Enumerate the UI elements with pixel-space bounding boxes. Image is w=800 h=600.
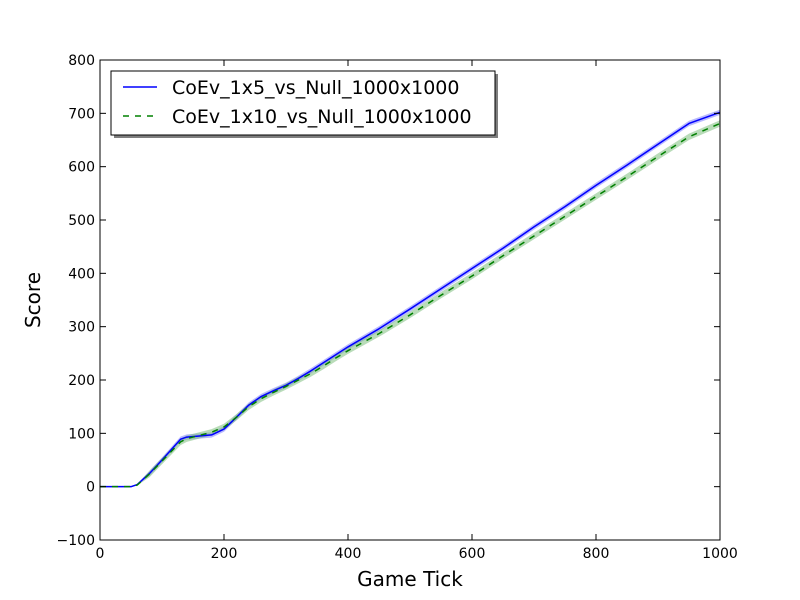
y-tick-label: 800 bbox=[68, 53, 95, 69]
y-tick-label: 500 bbox=[68, 213, 95, 229]
y-tick-label: 700 bbox=[68, 106, 95, 122]
legend: CoEv_1x5_vs_Null_1000x1000 CoEv_1x10_vs_… bbox=[110, 70, 498, 138]
plot-frame bbox=[99, 59, 721, 541]
legend-label-series-1: CoEv_1x5_vs_Null_1000x1000 bbox=[172, 77, 459, 99]
y-tick-label: 600 bbox=[68, 160, 95, 176]
legend-box bbox=[110, 70, 496, 136]
y-tick-label: 300 bbox=[68, 320, 95, 336]
confidence-band-series-1 bbox=[100, 109, 720, 488]
x-tick-label: 0 bbox=[96, 546, 105, 562]
x-tick-label: 200 bbox=[211, 546, 238, 562]
x-tick-label: 600 bbox=[459, 546, 486, 562]
x-tick-label: 1000 bbox=[702, 546, 738, 562]
y-axis-title: Score bbox=[21, 272, 45, 328]
confidence-bands bbox=[100, 109, 720, 488]
legend-label-series-2: CoEv_1x10_vs_Null_1000x1000 bbox=[172, 106, 472, 128]
x-tick-label: 800 bbox=[583, 546, 610, 562]
y-tick-label: −100 bbox=[57, 533, 95, 549]
y-tick-label: 100 bbox=[68, 426, 95, 442]
series-line-1 bbox=[100, 111, 721, 488]
plot-area bbox=[100, 60, 720, 540]
y-tick-label: 200 bbox=[68, 373, 95, 389]
series-line-2 bbox=[100, 122, 721, 488]
x-axis-title: Game Tick bbox=[357, 567, 463, 591]
x-tick-label: 400 bbox=[335, 546, 362, 562]
tick-labels: 0 200 400 600 800 1000−1000100200300400500600… bbox=[57, 53, 738, 562]
y-tick-label: 0 bbox=[86, 480, 95, 496]
y-tick-label: 400 bbox=[68, 266, 95, 282]
confidence-band-series-2 bbox=[100, 120, 720, 488]
series-lines bbox=[100, 111, 721, 488]
